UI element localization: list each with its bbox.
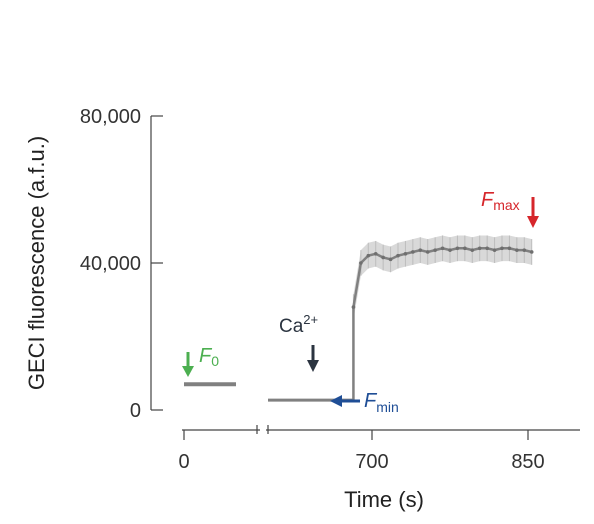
y-tick-label-0: 0 — [130, 400, 141, 422]
ca2-label-sup: 2+ — [303, 312, 318, 327]
data-point — [515, 248, 519, 252]
data-point — [492, 248, 497, 252]
f0-label-main: F — [199, 345, 213, 367]
data-point — [485, 246, 489, 251]
data-point — [529, 250, 534, 254]
fmin-label-main: F — [364, 390, 378, 412]
data-point — [440, 246, 445, 251]
response-line — [352, 247, 533, 401]
ca2-label: Ca2+ — [279, 312, 318, 337]
data-point — [455, 246, 460, 251]
data-point — [470, 248, 475, 252]
f0-arrowhead-icon — [182, 366, 194, 377]
data-point — [522, 248, 527, 252]
data-point — [373, 252, 378, 256]
y-tick-label-40000: 40,000 — [80, 253, 141, 275]
f0-label-sub: 0 — [211, 353, 219, 369]
data-point — [366, 253, 371, 258]
data-point — [388, 257, 393, 262]
fmin-annotation: Fmin — [330, 390, 399, 415]
data-point — [403, 252, 408, 256]
y-axis-title: GECI fluorescence (a.f.u.) — [24, 136, 49, 390]
fmax-label: Fmax — [481, 189, 520, 213]
data-point — [411, 250, 415, 254]
fmax-label-main: F — [481, 189, 495, 211]
data-point — [351, 305, 356, 309]
data-point — [500, 246, 504, 251]
y-tick-label-80000: 80,000 — [80, 106, 141, 128]
fmin-label: Fmin — [364, 390, 399, 415]
ca2-annotation: Ca2+ — [279, 312, 319, 372]
fmax-label-sub: max — [493, 197, 519, 213]
data-point — [433, 248, 437, 252]
data-point — [396, 253, 400, 258]
data-point — [463, 246, 467, 251]
fmin-arrowhead-icon — [330, 395, 342, 407]
data-point — [418, 248, 423, 252]
x-tick-label-700: 700 — [355, 451, 388, 473]
data-point — [359, 261, 363, 265]
data-point — [425, 250, 430, 254]
fmax-arrowhead-icon — [527, 216, 539, 228]
x-axis-title: Time (s) — [344, 487, 424, 512]
f0-label: F0 — [199, 345, 219, 369]
f0-annotation: F0 — [182, 345, 219, 377]
x-tick-label-0: 0 — [178, 451, 189, 473]
data-point — [448, 248, 452, 252]
data-point — [507, 246, 512, 251]
series-group — [184, 246, 534, 402]
ca2-label-main: Ca — [279, 316, 304, 337]
x-tick-label-850: 850 — [511, 451, 544, 473]
fmin-label-sub: min — [376, 399, 399, 415]
data-point — [477, 246, 482, 251]
fmax-annotation: Fmax — [481, 189, 539, 228]
ca2-arrowhead-icon — [307, 360, 319, 372]
data-point — [381, 255, 385, 260]
